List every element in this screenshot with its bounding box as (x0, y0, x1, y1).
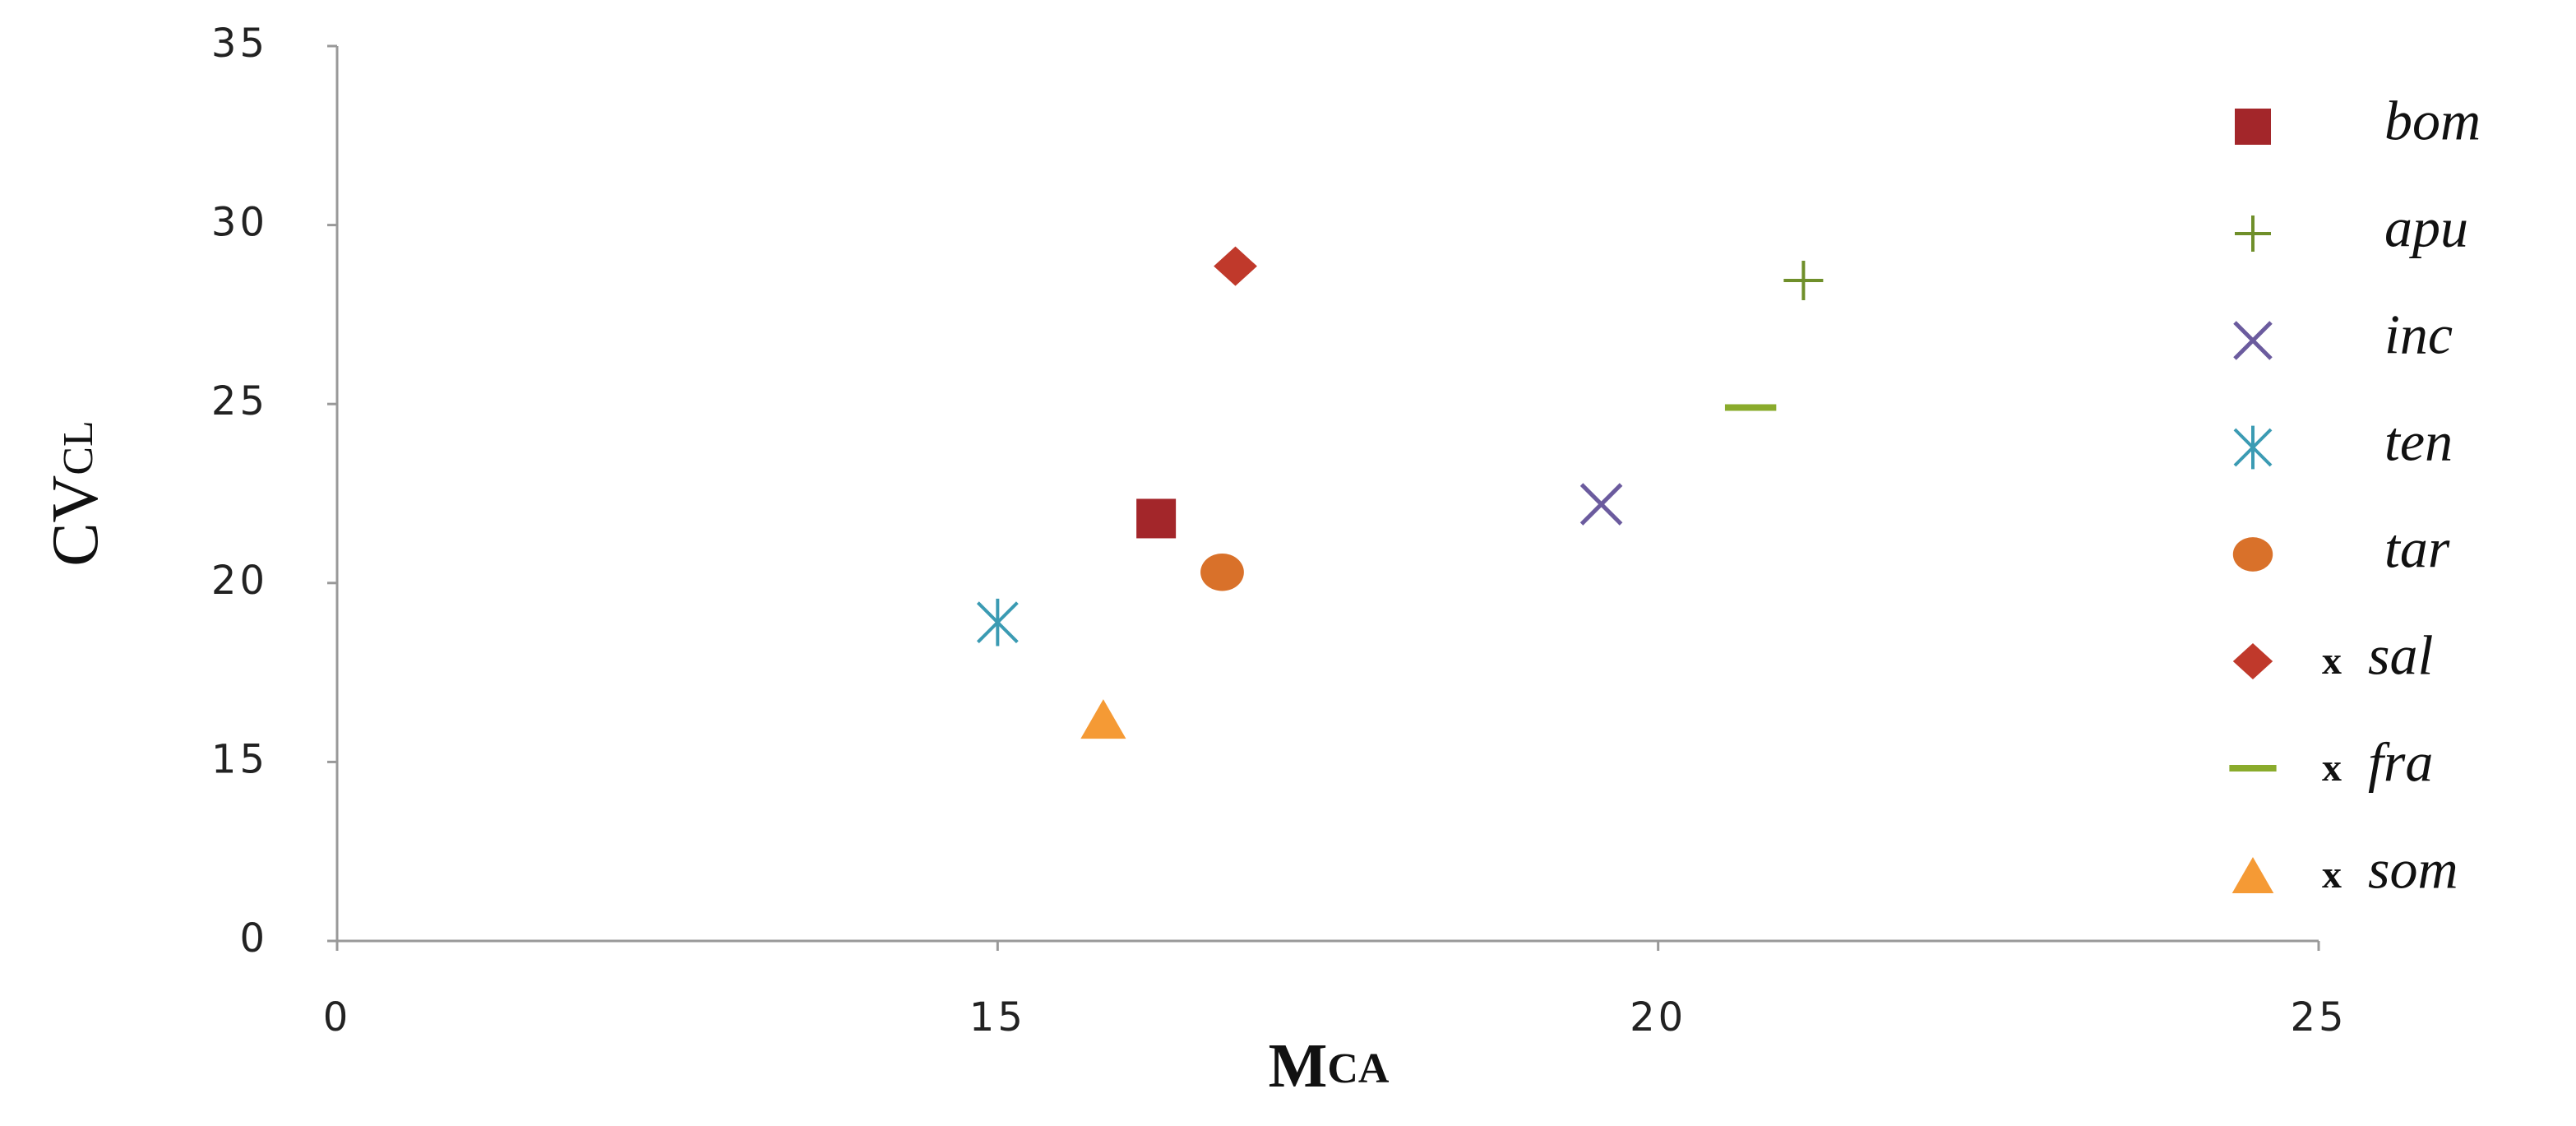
legend-prefix: x (2322, 746, 2342, 790)
x-axis-label: MCA (1269, 1031, 1390, 1101)
y-tick-label: 30 (211, 200, 268, 246)
marker (2233, 321, 2273, 360)
y-tick-label: 20 (211, 558, 268, 604)
y-axis-label: CVCL (39, 420, 112, 567)
marker (2231, 857, 2274, 893)
x-label-main: M (1269, 1031, 1328, 1101)
marker (2232, 537, 2273, 572)
marker-shape (1080, 699, 1126, 739)
marker-shape (2235, 109, 2271, 145)
x-tick-label: 20 (1630, 994, 1686, 1040)
marker-shape (1136, 498, 1177, 539)
x-tick-label: 15 (969, 994, 1026, 1040)
marker (976, 598, 1019, 646)
legend-label: fra (2368, 731, 2433, 794)
marker (2232, 643, 2273, 679)
y-label-sub: CL (55, 420, 102, 475)
y-label-main: CV (39, 475, 112, 567)
legend-label: inc (2384, 304, 2453, 366)
legend-prefix: x (2322, 853, 2342, 897)
marker (2235, 215, 2271, 252)
marker-shape (1214, 246, 1257, 286)
marker-stroke (1579, 483, 1623, 526)
y-tick-label: 25 (211, 378, 268, 424)
marker-stroke (2233, 321, 2273, 360)
legend-label: sal (2368, 624, 2433, 687)
marker (1136, 498, 1177, 539)
marker-shape (2232, 643, 2273, 679)
y-tick-label: 35 (211, 21, 268, 67)
x-tick-label: 25 (2290, 994, 2347, 1040)
legend-label: apu (2384, 197, 2468, 259)
marker (2233, 425, 2273, 470)
marker (1579, 483, 1623, 526)
legend-label: som (2368, 838, 2458, 901)
marker (1080, 699, 1126, 739)
x-label-sub: CA (1327, 1045, 1390, 1092)
x-tick-label: 0 (323, 994, 352, 1040)
marker (1214, 246, 1257, 286)
legend-label: ten (2384, 410, 2453, 473)
y-tick-label: 15 (211, 736, 268, 782)
legend-label: bom (2384, 90, 2481, 152)
legend-prefix: x (2322, 639, 2342, 683)
marker (1200, 553, 1244, 591)
marker-shape (2231, 857, 2274, 893)
marker (2235, 109, 2271, 145)
marker (1783, 261, 1824, 301)
legend-label: tar (2384, 517, 2450, 580)
y-tick-label: 0 (239, 915, 268, 962)
marker-shape (2232, 537, 2273, 572)
marker-shape (1200, 553, 1244, 591)
